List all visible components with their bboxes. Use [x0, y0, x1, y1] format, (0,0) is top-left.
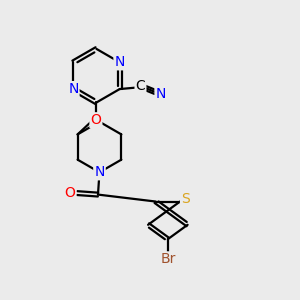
- Text: S: S: [181, 192, 190, 206]
- Text: O: O: [64, 185, 76, 200]
- Text: N: N: [155, 86, 166, 100]
- Text: O: O: [91, 113, 101, 127]
- Text: N: N: [94, 165, 105, 179]
- Text: N: N: [115, 55, 125, 69]
- Text: C: C: [136, 79, 145, 93]
- Text: Br: Br: [160, 252, 176, 266]
- Text: N: N: [68, 82, 79, 96]
